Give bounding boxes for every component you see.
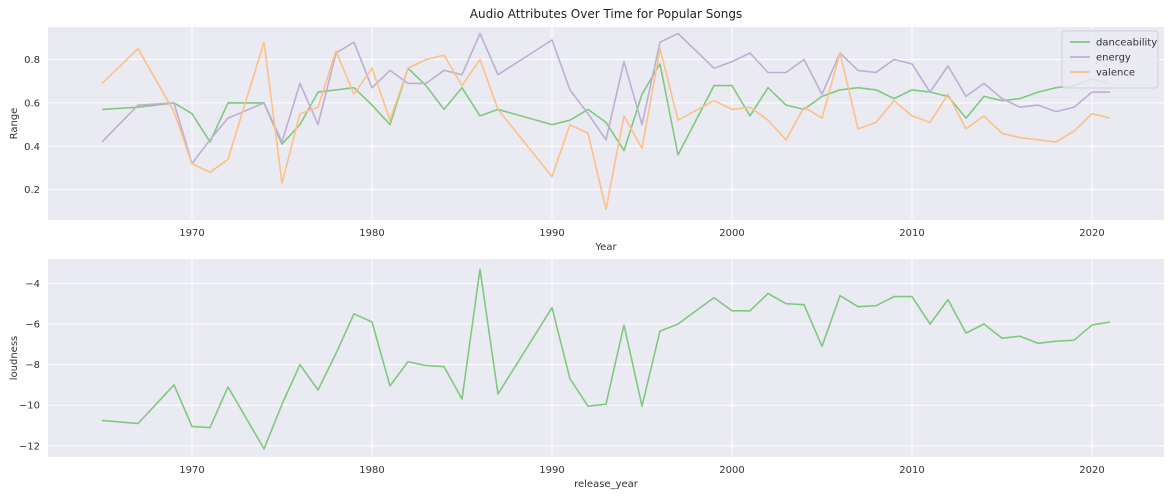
bottom-y-tick-label: −10	[19, 401, 40, 412]
bottom-y-tick-label: −4	[25, 279, 40, 290]
bottom-x-tick-label: 1990	[539, 465, 564, 476]
top-y-tick-label: 0.8	[24, 55, 40, 66]
top-x-tick-label: 2010	[899, 228, 924, 239]
top-chart-title: Audio Attributes Over Time for Popular S…	[470, 7, 742, 21]
bottom-y-tick-label: −12	[19, 441, 40, 452]
bottom-x-tick-label: 2020	[1079, 465, 1104, 476]
bottom-x-tick-label: 2010	[899, 465, 924, 476]
bottom-plot-background	[48, 259, 1164, 457]
bottom-y-tick-label: −8	[25, 360, 40, 371]
top-x-tick-label: 1990	[539, 228, 564, 239]
legend-label-danceability: danceability	[1096, 38, 1157, 49]
top-chart: 1970 1980 1990 2000 2010 2020 0.2 0.4 0.6 0.8 Year…	[9, 7, 1164, 253]
top-x-tick-label: 2000	[719, 228, 744, 239]
bottom-x-axis-label: release_year	[574, 479, 639, 490]
top-series-danceability	[101, 63, 1111, 156]
bottom-y-tick-label: −6	[25, 319, 40, 330]
top-y-tick-label: 0.4	[24, 142, 40, 153]
bottom-x-tick-label: 1980	[359, 465, 384, 476]
top-x-axis-label: Year	[594, 242, 617, 253]
top-x-tick-label: 1970	[179, 228, 204, 239]
bottom-x-tick-label: 1970	[179, 465, 204, 476]
legend-label-energy: energy	[1096, 53, 1131, 64]
top-series-energy	[101, 32, 1110, 165]
legend-label-valence: valence	[1096, 68, 1135, 79]
bottom-chart: 1970 1980 1990 2000 2010 2020 −12 −10 −8 −6 −4 rele…	[9, 259, 1164, 490]
top-y-axis-label: Range	[9, 108, 20, 140]
bottom-series-loudness	[101, 268, 1111, 450]
top-x-tick-label: 1980	[359, 228, 384, 239]
top-x-tick-label: 2020	[1079, 228, 1104, 239]
bottom-x-tick-label: 2000	[719, 465, 744, 476]
bottom-y-axis-label: loudness	[9, 336, 20, 381]
legend-box	[1061, 30, 1159, 89]
top-y-tick-label: 0.6	[24, 98, 40, 109]
top-series-valence	[101, 41, 1111, 210]
top-y-tick-label: 0.2	[24, 185, 40, 196]
top-legend: danceability energy valence	[1061, 30, 1159, 89]
